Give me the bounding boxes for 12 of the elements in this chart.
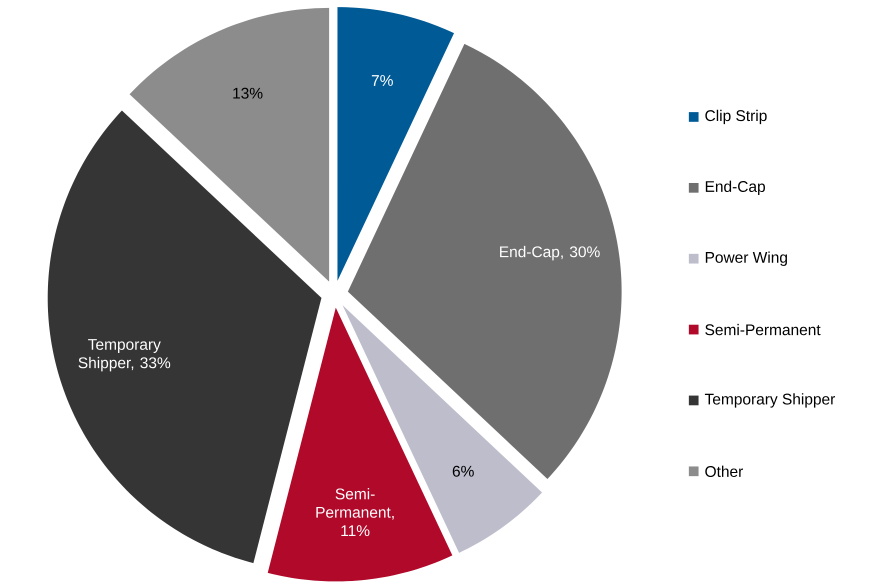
legend-label: Clip Strip: [705, 110, 767, 124]
data-label: Temporary Shipper, 33%: [78, 338, 170, 372]
legend-label: Temporary Shipper: [704, 393, 836, 408]
legend-label: Semi-Permanent: [705, 324, 821, 336]
data-label: 6%: [452, 466, 474, 477]
data-label: End-Cap, 30%: [500, 246, 600, 260]
data-label: Semi-Permanent, 11%: [316, 488, 394, 536]
legend-label: Power Wing: [706, 251, 787, 266]
data-label: 13%: [233, 88, 263, 99]
legend-label: End-Cap: [706, 180, 765, 195]
data-label: 7%: [372, 74, 393, 86]
legend-label: Other: [705, 465, 744, 477]
